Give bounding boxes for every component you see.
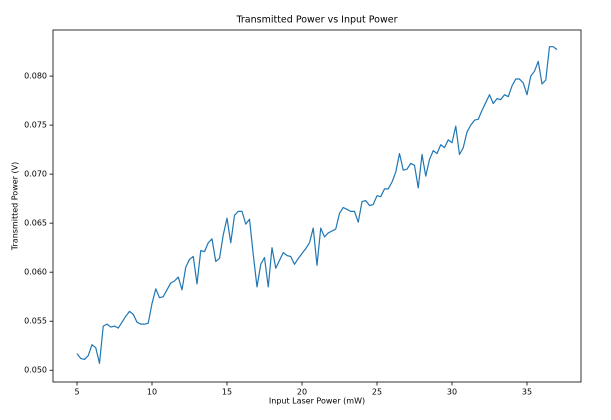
y-tick-label: 0.070 (24, 170, 47, 179)
x-tick-label: 20 (297, 388, 307, 397)
y-tick-label: 0.050 (24, 366, 47, 375)
y-tick-label: 0.060 (24, 268, 47, 277)
y-tick-label: 0.075 (24, 121, 47, 130)
x-tick-label: 25 (372, 388, 382, 397)
plot-frame (52, 29, 582, 383)
y-tick-label: 0.055 (24, 317, 47, 326)
x-axis-label: Input Laser Power (mW) (269, 397, 365, 406)
y-tick-label: 0.080 (24, 72, 47, 81)
x-tick-label: 35 (522, 388, 532, 397)
y-tick-label: 0.065 (24, 219, 47, 228)
x-tick-label: 15 (222, 388, 232, 397)
x-tick-label: 5 (74, 388, 79, 397)
data-line (76, 46, 558, 364)
x-tick-label: 10 (147, 388, 157, 397)
x-tick-label: 30 (447, 388, 457, 397)
y-axis-label: Transmitted Power (V) (11, 162, 20, 251)
chart-title: Transmitted Power vs Input Power (235, 15, 397, 26)
